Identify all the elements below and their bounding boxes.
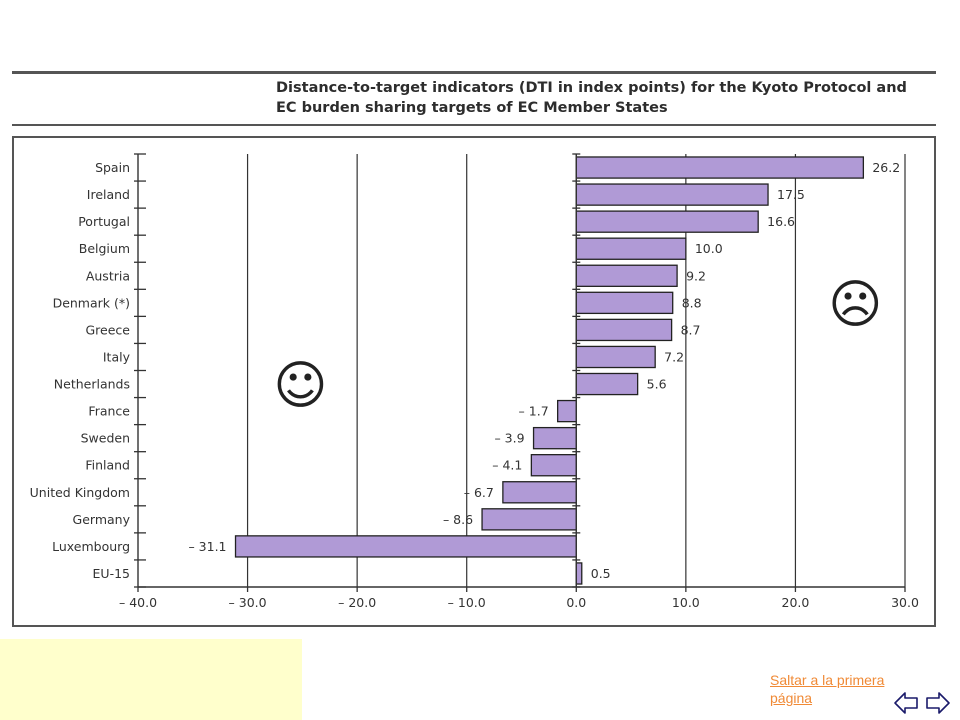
bar-14 xyxy=(234,535,577,558)
category-label-14: Luxembourg xyxy=(52,539,130,554)
bar-chart: – 40.0 – 30.0 – 20.0 – 10.0 0.0 10.0 20.0 30.0 S… xyxy=(12,136,936,627)
category-label-0: Spain xyxy=(95,160,130,175)
bar-7 xyxy=(575,345,656,369)
title-top-rule xyxy=(12,71,936,74)
side-panel xyxy=(0,639,302,720)
category-label-9: France xyxy=(88,404,130,419)
x-tick-label-4: 0.0 xyxy=(566,595,586,610)
value-label-1: 17.5 xyxy=(777,187,805,202)
value-label-8: 5.6 xyxy=(647,377,667,392)
bar-8 xyxy=(575,372,639,396)
chart-title-line-2: EC burden sharing targets of EC Member S… xyxy=(276,100,668,116)
x-tick-label-7: 30.0 xyxy=(891,595,919,610)
value-label-14: – 31.1 xyxy=(188,539,226,554)
value-label-12: – 6.7 xyxy=(464,485,494,500)
category-label-6: Greece xyxy=(86,322,131,337)
bar-2 xyxy=(575,210,759,233)
category-label-13: Germany xyxy=(73,512,131,527)
bar-1 xyxy=(575,183,769,206)
value-label-6: 8.7 xyxy=(681,322,701,337)
value-label-9: – 1.7 xyxy=(519,404,549,419)
category-label-1: Ireland xyxy=(87,187,130,202)
category-label-2: Portugal xyxy=(78,214,130,229)
arrow-left-icon[interactable] xyxy=(894,692,918,714)
bars xyxy=(234,156,865,585)
x-tick-label-2: – 20.0 xyxy=(338,595,376,610)
bar-6 xyxy=(575,318,673,342)
labels: – 40.0 – 30.0 – 20.0 – 10.0 0.0 10.0 20.0 30.0 S… xyxy=(30,160,919,610)
category-label-3: Belgium xyxy=(79,241,130,256)
category-label-4: Austria xyxy=(86,268,130,283)
bar-10 xyxy=(532,426,577,450)
value-label-4: 9.2 xyxy=(686,268,706,283)
value-label-2: 16.6 xyxy=(767,214,795,229)
value-label-0: 26.2 xyxy=(872,160,900,175)
value-label-7: 7.2 xyxy=(664,349,684,364)
category-label-12: United Kingdom xyxy=(30,485,130,500)
bar-12 xyxy=(502,481,577,504)
arrow-right-icon[interactable] xyxy=(926,692,950,714)
category-label-7: Italy xyxy=(103,349,131,364)
navigation-arrows xyxy=(894,692,950,714)
chart-title-line-1: Distance-to-target indicators (DTI in in… xyxy=(276,80,907,96)
bar-4 xyxy=(575,264,678,287)
bar-13 xyxy=(481,508,577,531)
x-tick-label-3: – 10.0 xyxy=(448,595,486,610)
chart-title: Distance-to-target indicators (DTI in in… xyxy=(276,78,936,118)
value-label-13: – 8.6 xyxy=(443,512,473,527)
category-label-10: Sweden xyxy=(81,431,130,446)
value-label-11: – 4.1 xyxy=(492,458,522,473)
title-bottom-rule xyxy=(12,124,936,126)
value-label-5: 8.8 xyxy=(682,295,702,310)
category-label-15: EU-15 xyxy=(93,566,130,581)
bar-11 xyxy=(530,454,577,477)
bar-0 xyxy=(575,156,865,179)
category-label-8: Netherlands xyxy=(54,377,130,392)
happy-face-icon: ☺ xyxy=(273,356,327,416)
bar-5 xyxy=(575,291,674,315)
x-tick-label-1: – 30.0 xyxy=(229,595,267,610)
x-tick-label-6: 20.0 xyxy=(782,595,810,610)
x-tick-label-5: 10.0 xyxy=(672,595,700,610)
value-label-10: – 3.9 xyxy=(494,431,524,446)
x-tick-label-0: – 40.0 xyxy=(119,595,157,610)
bar-9 xyxy=(557,399,577,423)
jump-to-first-page-link[interactable]: Saltar a la primera página xyxy=(770,672,885,706)
sad-face-icon: ☹ xyxy=(828,275,882,335)
axes xyxy=(134,153,906,592)
value-label-3: 10.0 xyxy=(695,241,723,256)
bar-3 xyxy=(575,237,687,260)
value-label-15: 0.5 xyxy=(591,566,611,581)
bar-15 xyxy=(575,562,583,585)
category-label-11: Finland xyxy=(85,458,130,473)
category-label-5: Denmark (*) xyxy=(53,295,130,310)
